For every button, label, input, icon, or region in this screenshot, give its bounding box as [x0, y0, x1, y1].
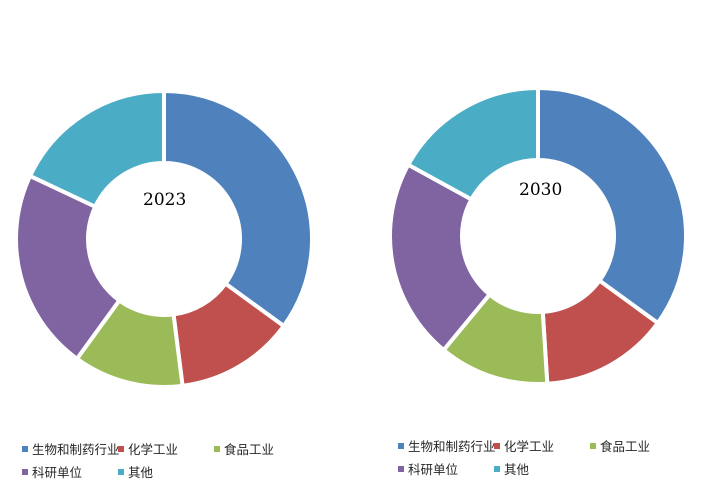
legend-0-label-1: 化学工业 — [128, 442, 179, 457]
legend-1-swatch-1 — [494, 442, 500, 449]
legend-0-swatch-1 — [118, 445, 124, 452]
legend-2030: 生物和制药行业 化学工业 食品工业科研单位 其他 — [398, 437, 700, 477]
legend-0-item-2: 食品工业 — [214, 440, 324, 457]
legend-1-label-3: 科研单位 — [408, 462, 459, 477]
legend-1-item-3: 科研单位 — [398, 460, 494, 477]
legend-0-item-3: 科研单位 — [22, 463, 118, 480]
center-label-2030: 2030 — [519, 180, 563, 200]
legend-1-item-1: 化学工业 — [494, 437, 590, 454]
legend-1-label-1: 化学工业 — [504, 439, 555, 454]
legend-1-swatch-4 — [494, 465, 500, 472]
legend-0-item-0: 生物和制药行业 — [22, 440, 120, 457]
legend-1-swatch-2 — [590, 442, 596, 449]
legend-0-label-3: 科研单位 — [32, 465, 83, 480]
donut-1-slice-0 — [536, 85, 688, 326]
legend-0-item-1: 化学工业 — [118, 440, 214, 457]
legend-0-swatch-2 — [214, 445, 220, 452]
legend-0-label-4: 其他 — [128, 465, 154, 480]
donut-1-slice-4 — [405, 85, 540, 203]
donut-0-slice-4 — [27, 88, 166, 210]
donut-0-slice-3 — [14, 173, 123, 362]
legend-0-item-4: 其他 — [118, 463, 214, 480]
center-label-2023: 2023 — [143, 190, 187, 210]
legend-1-item-4: 其他 — [494, 460, 590, 477]
donut-1-slice-3 — [388, 161, 493, 353]
legend-0-swatch-3 — [22, 468, 28, 475]
donut-chart-2030 — [388, 85, 688, 386]
legend-0-swatch-0 — [22, 445, 28, 452]
legend-1-swatch-0 — [398, 442, 404, 449]
legend-0-label-2: 食品工业 — [224, 442, 275, 457]
legend-2023: 生物和制药行业 化学工业 食品工业科研单位 其他 — [22, 440, 324, 480]
legend-1-swatch-3 — [398, 465, 404, 472]
legend-1-label-2: 食品工业 — [600, 439, 651, 454]
donut-0-slice-0 — [162, 88, 314, 329]
legend-0-swatch-4 — [118, 468, 124, 475]
legend-1-label-4: 其他 — [504, 462, 530, 477]
legend-0-label-0: 生物和制药行业 — [32, 442, 120, 457]
donut-chart-2023 — [14, 88, 314, 389]
legend-1-item-2: 食品工业 — [590, 437, 700, 454]
legend-1-label-0: 生物和制药行业 — [408, 439, 496, 454]
legend-1-item-0: 生物和制药行业 — [398, 437, 496, 454]
